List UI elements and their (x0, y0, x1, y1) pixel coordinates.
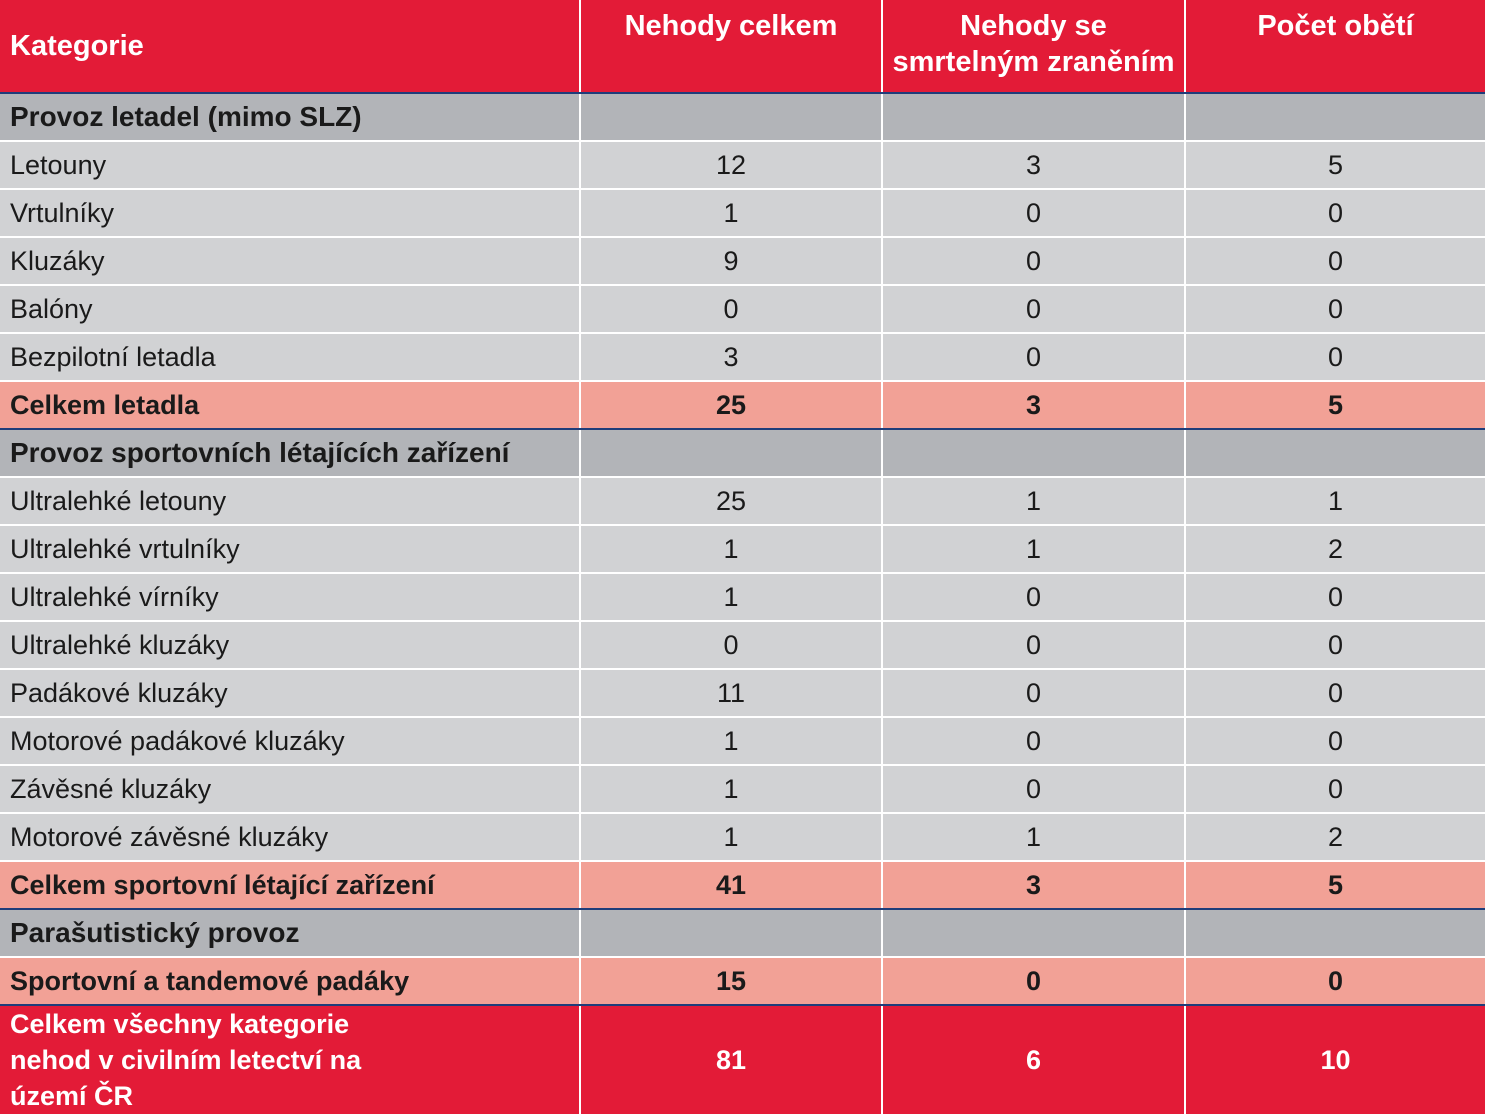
row-label: Ultralehké vrtulníky (0, 525, 581, 574)
row-total: 11 (580, 669, 883, 718)
table-row: Kluzáky 9 0 0 (0, 237, 1485, 286)
row-label: Ultralehké kluzáky (0, 621, 581, 670)
row-label: Kluzáky (0, 237, 581, 286)
row-fatal: 1 (882, 477, 1186, 526)
row-label: Motorové závěsné kluzáky (0, 813, 581, 862)
row-victims: 0 (1185, 717, 1485, 766)
table-row: Bezpilotní letadla 3 0 0 (0, 333, 1485, 382)
table-row: Ultralehké letouny 25 1 1 (0, 477, 1485, 526)
subtotal-victims: 0 (1185, 956, 1485, 1006)
row-total: 25 (580, 477, 883, 526)
row-victims: 1 (1185, 477, 1485, 526)
row-total: 0 (580, 285, 883, 334)
row-total: 1 (580, 717, 883, 766)
header-category: Kategorie (0, 0, 581, 94)
section-row: Provoz letadel (mimo SLZ) (0, 93, 1485, 142)
row-label: Balóny (0, 285, 581, 334)
section-title: Provoz sportovních létajících zařízení (0, 429, 581, 478)
row-fatal: 0 (882, 333, 1186, 382)
row-victims: 0 (1185, 333, 1485, 382)
table-row: Závěsné kluzáky 1 0 0 (0, 765, 1485, 814)
row-fatal: 0 (882, 621, 1186, 670)
row-fatal: 1 (882, 525, 1186, 574)
subtotal-row: Celkem letadla 25 3 5 (0, 380, 1485, 430)
row-label: Letouny (0, 141, 581, 190)
table-row: Motorové závěsné kluzáky 1 1 2 (0, 813, 1485, 862)
row-fatal: 0 (882, 285, 1186, 334)
subtotal-total: 41 (580, 860, 883, 910)
row-fatal: 3 (882, 141, 1186, 190)
header-victims: Počet obětí (1185, 0, 1485, 94)
subtotal-victims: 5 (1185, 380, 1485, 430)
row-victims: 5 (1185, 141, 1485, 190)
section-title: Provoz letadel (mimo SLZ) (0, 93, 581, 142)
row-label: Ultralehké letouny (0, 477, 581, 526)
header-row: Kategorie Nehody celkem Nehody se smrtel… (0, 0, 1485, 94)
row-fatal: 0 (882, 669, 1186, 718)
table-row: Balóny 0 0 0 (0, 285, 1485, 334)
table-row: Letouny 12 3 5 (0, 141, 1485, 190)
row-fatal: 1 (882, 813, 1186, 862)
header-fatal-accidents: Nehody se smrtelným zraněním (882, 0, 1186, 94)
subtotal-fatal: 3 (882, 860, 1186, 910)
row-fatal: 0 (882, 765, 1186, 814)
header-total-accidents: Nehody celkem (580, 0, 883, 94)
table-row: Ultralehké kluzáky 0 0 0 (0, 621, 1485, 670)
subtotal-row: Celkem sportovní létající zařízení 41 3 … (0, 860, 1485, 910)
row-fatal: 0 (882, 717, 1186, 766)
row-label: Závěsné kluzáky (0, 765, 581, 814)
row-victims: 0 (1185, 765, 1485, 814)
subtotal-fatal: 0 (882, 956, 1186, 1006)
row-fatal: 0 (882, 573, 1186, 622)
row-label: Motorové padákové kluzáky (0, 717, 581, 766)
row-total: 1 (580, 189, 883, 238)
grand-total-row: Celkem všechny kategorie nehod v civilní… (0, 1005, 1485, 1114)
grand-total-victims: 10 (1185, 1005, 1485, 1114)
row-label: Ultralehké vírníky (0, 573, 581, 622)
row-total: 9 (580, 237, 883, 286)
subtotal-total: 25 (580, 380, 883, 430)
grand-total-total: 81 (580, 1005, 883, 1114)
table-row: Vrtulníky 1 0 0 (0, 189, 1485, 238)
row-victims: 0 (1185, 669, 1485, 718)
row-fatal: 0 (882, 237, 1186, 286)
section-row: Parašutistický provoz (0, 909, 1485, 958)
row-total: 1 (580, 813, 883, 862)
row-victims: 2 (1185, 813, 1485, 862)
row-victims: 0 (1185, 189, 1485, 238)
subtotal-row: Sportovní a tandemové padáky 15 0 0 (0, 956, 1485, 1006)
row-label: Padákové kluzáky (0, 669, 581, 718)
row-total: 1 (580, 525, 883, 574)
row-victims: 2 (1185, 525, 1485, 574)
grand-total-fatal: 6 (882, 1005, 1186, 1114)
row-victims: 0 (1185, 237, 1485, 286)
row-victims: 0 (1185, 285, 1485, 334)
section-row: Provoz sportovních létajících zařízení (0, 429, 1485, 478)
row-total: 12 (580, 141, 883, 190)
subtotal-label: Celkem sportovní létající zařízení (0, 860, 581, 910)
row-total: 1 (580, 765, 883, 814)
table-row: Motorové padákové kluzáky 1 0 0 (0, 717, 1485, 766)
subtotal-label: Sportovní a tandemové padáky (0, 956, 581, 1006)
table-row: Ultralehké vírníky 1 0 0 (0, 573, 1485, 622)
subtotal-total: 15 (580, 956, 883, 1006)
row-total: 0 (580, 621, 883, 670)
subtotal-fatal: 3 (882, 380, 1186, 430)
table-row: Ultralehké vrtulníky 1 1 2 (0, 525, 1485, 574)
row-label: Vrtulníky (0, 189, 581, 238)
row-label: Bezpilotní letadla (0, 333, 581, 382)
grand-total-label: Celkem všechny kategorie nehod v civilní… (0, 1005, 581, 1114)
row-total: 3 (580, 333, 883, 382)
subtotal-label: Celkem letadla (0, 380, 581, 430)
subtotal-victims: 5 (1185, 860, 1485, 910)
table-row: Padákové kluzáky 11 0 0 (0, 669, 1485, 718)
row-fatal: 0 (882, 189, 1186, 238)
section-title: Parašutistický provoz (0, 909, 581, 958)
row-victims: 0 (1185, 621, 1485, 670)
row-victims: 0 (1185, 573, 1485, 622)
row-total: 1 (580, 573, 883, 622)
